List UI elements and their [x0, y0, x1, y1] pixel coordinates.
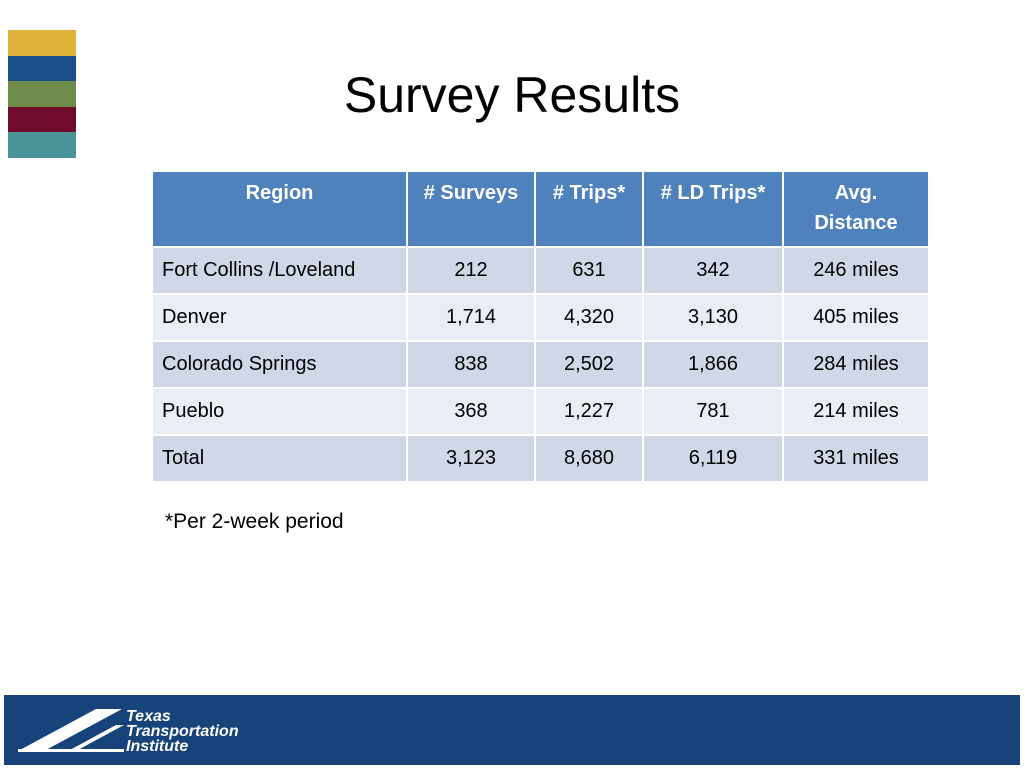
- tti-logo: Texas Transportation Institute: [18, 705, 278, 760]
- table-row: Pueblo 368 1,227 781 214 miles: [151, 387, 930, 436]
- cell-region: Denver: [151, 293, 408, 342]
- slide-title: Survey Results: [343, 67, 681, 123]
- table-row: Denver 1,714 4,320 3,130 405 miles: [151, 293, 930, 342]
- cell-surveys: 838: [406, 340, 536, 389]
- cell-trips: 4,320: [534, 293, 644, 342]
- table-header-row: Region # Surveys # Trips* # LD Trips* Av…: [151, 170, 930, 248]
- cell-ld-trips: 1,866: [642, 340, 784, 389]
- table-row: Fort Collins /Loveland 212 631 342 246 m…: [151, 246, 930, 295]
- logo-line-texas: Texas: [126, 708, 171, 725]
- cell-surveys: 3,123: [406, 434, 536, 483]
- footnote: *Per 2-week period: [165, 510, 344, 533]
- stripe-blue: [8, 55, 76, 81]
- cell-surveys: 368: [406, 387, 536, 436]
- header-surveys: # Surveys: [406, 170, 536, 248]
- cell-region: Colorado Springs: [151, 340, 408, 389]
- cell-avg-distance: 214 miles: [782, 387, 930, 436]
- cell-trips: 631: [534, 246, 644, 295]
- logo-line-transportation: Transportation: [126, 723, 239, 740]
- header-avg-distance: Avg. Distance: [782, 170, 930, 248]
- cell-ld-trips: 781: [642, 387, 784, 436]
- cell-trips: 1,227: [534, 387, 644, 436]
- table-row: Total 3,123 8,680 6,119 331 miles: [151, 434, 930, 483]
- stripe-gold: [8, 30, 76, 56]
- header-region: Region: [151, 170, 408, 248]
- cell-region: Total: [151, 434, 408, 483]
- cell-ld-trips: 6,119: [642, 434, 784, 483]
- table-row: Colorado Springs 838 2,502 1,866 284 mil…: [151, 340, 930, 389]
- header-trips: # Trips*: [534, 170, 644, 248]
- cell-ld-trips: 3,130: [642, 293, 784, 342]
- cell-region: Fort Collins /Loveland: [151, 246, 408, 295]
- stripe-teal: [8, 132, 76, 158]
- stripe-maroon: [8, 106, 76, 132]
- footer-bar: Texas Transportation Institute: [4, 695, 1020, 765]
- cell-avg-distance: 331 miles: [782, 434, 930, 483]
- cell-avg-distance: 405 miles: [782, 293, 930, 342]
- logo-wordmark: Texas Transportation Institute: [126, 708, 239, 755]
- cell-trips: 8,680: [534, 434, 644, 483]
- cell-avg-distance: 246 miles: [782, 246, 930, 295]
- highway-logo-icon: [18, 709, 124, 752]
- accent-stripes: [8, 30, 76, 158]
- cell-surveys: 212: [406, 246, 536, 295]
- cell-ld-trips: 342: [642, 246, 784, 295]
- cell-region: Pueblo: [151, 387, 408, 436]
- logo-line-institute: Institute: [126, 738, 189, 755]
- cell-trips: 2,502: [534, 340, 644, 389]
- cell-avg-distance: 284 miles: [782, 340, 930, 389]
- survey-results-table: Region # Surveys # Trips* # LD Trips* Av…: [151, 170, 930, 483]
- stripe-green: [8, 81, 76, 107]
- header-ld-trips: # LD Trips*: [642, 170, 784, 248]
- cell-surveys: 1,714: [406, 293, 536, 342]
